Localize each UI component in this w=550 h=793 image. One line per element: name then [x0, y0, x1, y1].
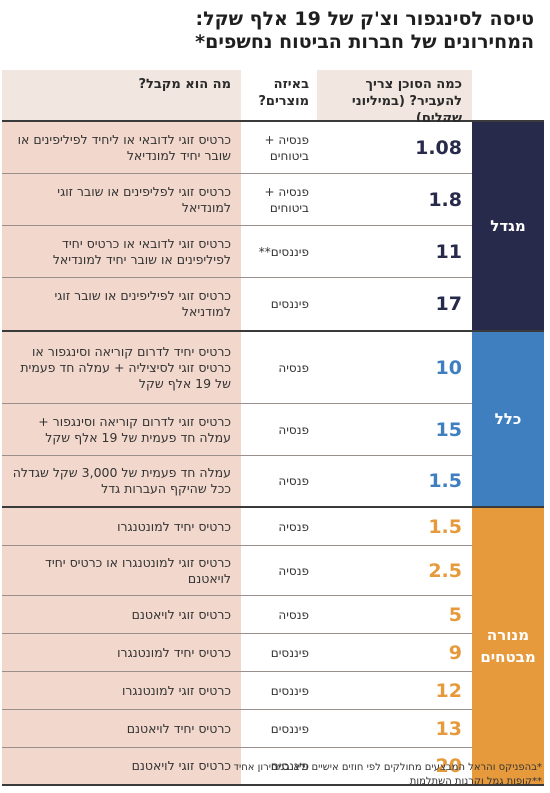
reward-cell: כרטיס זוגי לויאטנם	[2, 596, 241, 633]
reward-cell: כרטיס יחיד לדרום קוריאה וסינגפור או כרטי…	[2, 332, 241, 403]
products-cell: פיננסים	[270, 645, 309, 660]
page-title: טיסה לסינגפור וצ'ק של 19 אלף שקל: המחירו…	[16, 8, 534, 54]
amount-cell: 11	[317, 226, 472, 277]
products-cell: פנסיה	[278, 607, 309, 622]
amount-cell: 5	[317, 596, 472, 633]
products-cell: פיננסים	[270, 297, 309, 311]
title-line-1: טיסה לסינגפור וצ'ק של 19 אלף שקל:	[195, 8, 534, 30]
table-row: 5 פנסיה כרטיס זוגי לויאטנם	[2, 596, 472, 634]
insurer-name: מגדל	[472, 122, 544, 330]
reward-cell: כרטיס זוגי למונטנגרו	[2, 672, 241, 709]
insurer-name: כלל	[472, 332, 544, 506]
table-row: 17 פיננסים כרטיס זוגי לפיליפינים או שובר ז…	[2, 278, 472, 330]
reward-cell: כרטיס זוגי לפליפינים או שובר זוגי למונדי…	[2, 174, 241, 225]
insurer-rows: 10 פנסיה כרטיס יחיד לדרום קוריאה וסינגפור …	[2, 332, 472, 506]
amount-cell: 10	[317, 332, 472, 403]
reward-cell: כרטיס זוגי לדרום קוריאה וסינגפור + עמלה …	[2, 404, 241, 455]
table-row: 1.8 פנסיה + ביטוחים כרטיס זוגי לפליפינים א…	[2, 174, 472, 226]
table-row: 11 פיננסים** כרטיס זוגי לדובאי או כרטיס יח…	[2, 226, 472, 278]
amount-cell: 1.5	[317, 508, 472, 545]
header-products: באיזה מוצרים?	[258, 77, 309, 109]
amount-cell: 20	[317, 748, 472, 784]
header-group-spacer	[472, 70, 544, 120]
insurer-rows: 1.5 פנסיה כרטיס יחיד למונטנגרו 2.5 פנסיה כרטי…	[2, 508, 472, 784]
reward-cell: כרטיס זוגי לויאטנם	[2, 748, 241, 784]
products-cell: פיננסים	[270, 683, 309, 698]
table-row: 1.08 פנסיה + ביטוחים כרטיס זוגי לדובאי או …	[2, 122, 472, 174]
amount-cell: 9	[317, 634, 472, 671]
table-row: 2.5 פנסיה כרטיס זוגי למונטנגרו או כרטיס יח…	[2, 546, 472, 596]
footnotes: *בהפניקס והראל המבצעים מחולקים לפי חוזים…	[234, 761, 542, 789]
products-cell: פנסיה	[278, 519, 309, 534]
insurer-name: מנורה מבטחים	[472, 508, 544, 784]
reward-cell: כרטיס זוגי לדובאי או ליחיד לפיליפינים או…	[2, 122, 241, 173]
reward-cell: עמלה חד פעמית של 3,000 שקל שגדלה ככל שהי…	[2, 456, 241, 506]
table-row: 10 פנסיה כרטיס יחיד לדרום קוריאה וסינגפור …	[2, 332, 472, 404]
amount-cell: 1.8	[317, 174, 472, 225]
header-amount: כמה הסוכן צריך להעביר? (במיליוני שקלים)	[317, 70, 472, 126]
table-row: 15 פנסיה כרטיס זוגי לדרום קוריאה וסינגפור …	[2, 404, 472, 456]
products-cell: פיננסים	[270, 759, 309, 773]
table-header: כמה הסוכן צריך להעביר? (במיליוני שקלים) …	[2, 70, 544, 126]
products-cell: פנסיה	[278, 474, 309, 488]
products-cell: פנסיה + ביטוחים	[264, 132, 309, 163]
products-cell: פיננסים	[270, 721, 309, 736]
products-cell: פנסיה	[278, 563, 309, 578]
reward-cell: כרטיס יחיד לויאטנם	[2, 710, 241, 747]
title-line-2: המחירונים של חברות הביטוח נחשפים*	[195, 31, 534, 53]
products-cell: פנסיה + ביטוחים	[264, 184, 309, 215]
table-row: 20 פיננסים כרטיס זוגי לויאטנם	[2, 748, 472, 784]
header-reward: מה הוא מקבל?	[2, 70, 241, 120]
table-row: 1.5 פנסיה כרטיס יחיד למונטנגרו	[2, 508, 472, 546]
amount-cell: 2.5	[317, 546, 472, 595]
footnote-1: *בהפניקס והראל המבצעים מחולקים לפי חוזים…	[233, 762, 542, 773]
amount-cell: 15	[317, 404, 472, 455]
table-row: 1.5 פנסיה עמלה חד פעמית של 3,000 שקל שגדלה…	[2, 456, 472, 506]
table-row: 12 פיננסים כרטיס זוגי למונטנגרו	[2, 672, 472, 710]
amount-cell: 1.08	[317, 122, 472, 173]
table-body: מגדל 1.08 פנסיה + ביטוחים כרטיס זוגי לדובאי…	[2, 122, 544, 786]
table-row: 13 פיננסים כרטיס יחיד לויאטנם	[2, 710, 472, 748]
amount-cell: 17	[317, 278, 472, 330]
products-cell: פיננסים**	[258, 244, 309, 259]
price-table: כמה הסוכן צריך להעביר? (במיליוני שקלים) …	[2, 70, 544, 786]
reward-cell: כרטיס יחיד למונטנגרו	[2, 634, 241, 671]
reward-cell: כרטיס זוגי לדובאי או כרטיס יחיד לפיליפינ…	[2, 226, 241, 277]
products-cell: פנסיה	[278, 360, 309, 375]
footnote-2: **קופות גמל וקרנות השתלמות	[409, 776, 542, 787]
table-row: 9 פיננסים כרטיס יחיד למונטנגרו	[2, 634, 472, 672]
amount-cell: 13	[317, 710, 472, 747]
reward-cell: כרטיס יחיד למונטנגרו	[2, 508, 241, 545]
amount-cell: 12	[317, 672, 472, 709]
reward-cell: כרטיס זוגי למונטנגרו או כרטיס יחיד לויאט…	[2, 546, 241, 595]
insurer-group: מגדל 1.08 פנסיה + ביטוחים כרטיס זוגי לדובאי…	[2, 122, 544, 332]
products-cell: פנסיה	[278, 422, 309, 437]
amount-cell: 1.5	[317, 456, 472, 506]
insurer-group: כלל 10 פנסיה כרטיס יחיד לדרום קוריאה וסינגפ…	[2, 332, 544, 508]
insurer-group: מנורה מבטחים 1.5 פנסיה כרטיס יחיד למונטנגרו…	[2, 508, 544, 786]
insurer-rows: 1.08 פנסיה + ביטוחים כרטיס זוגי לדובאי או …	[2, 122, 472, 330]
reward-cell: כרטיס זוגי לפיליפינים או שובר זוגי למודנ…	[2, 278, 241, 330]
